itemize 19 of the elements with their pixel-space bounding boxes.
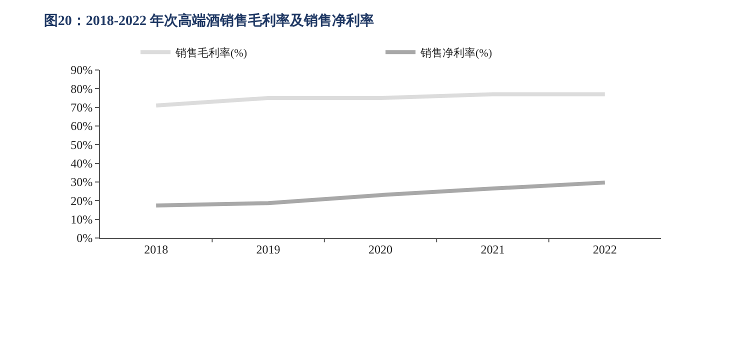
y-tick-label: 0% xyxy=(76,231,93,246)
x-tick-label: 2019 xyxy=(256,242,280,256)
line-series xyxy=(154,180,607,208)
x-tick-label: 2021 xyxy=(480,242,505,256)
x-tick-label: 2022 xyxy=(592,242,617,256)
y-tick-label: 60% xyxy=(70,119,93,134)
y-tick-label: 70% xyxy=(70,100,93,115)
legend-label: 销售净利率(%) xyxy=(420,46,492,60)
y-tick-label: 80% xyxy=(70,82,93,96)
y-tick-label: 40% xyxy=(70,156,93,171)
legend-label: 销售毛利率(%) xyxy=(174,46,248,60)
y-tick-label: 30% xyxy=(70,175,93,190)
x-tick-label: 2018 xyxy=(144,242,168,256)
y-tick-label: 50% xyxy=(70,138,93,152)
chart-title: 图20：2018-2022 年次高端酒销售毛利率及销售净利率 xyxy=(44,12,374,30)
y-tick-label: 90% xyxy=(70,63,93,78)
y-tick-label: 20% xyxy=(70,194,93,208)
x-tick-label: 2020 xyxy=(368,242,392,256)
y-tick-label: 10% xyxy=(70,212,93,227)
